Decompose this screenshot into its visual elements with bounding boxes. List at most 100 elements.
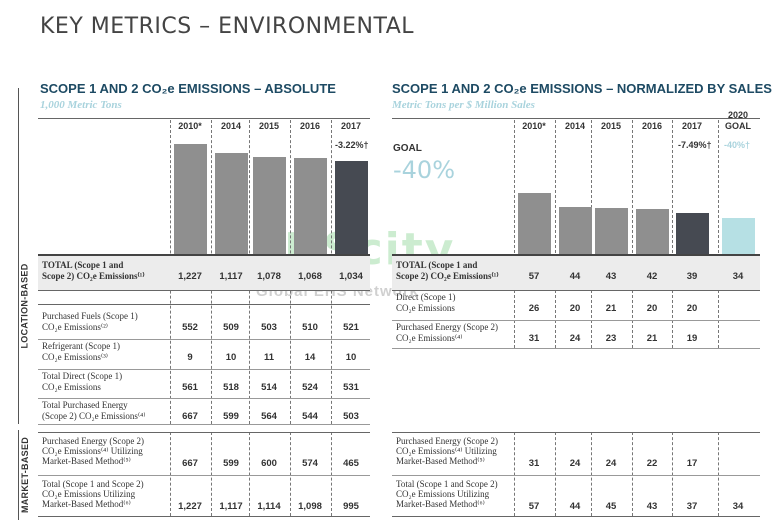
market-row-value-normalized: 43 — [646, 501, 658, 512]
year-label-normalized: 2016 — [641, 121, 663, 131]
row-rule-absolute — [38, 339, 370, 340]
row-label-normalized: CO₂e Emissions — [396, 303, 455, 313]
bar-normalized-2014 — [558, 207, 592, 254]
total-row-shade-normalized — [392, 254, 760, 290]
row-value-normalized: 23 — [605, 333, 617, 344]
row-rule-normalized — [392, 320, 760, 321]
market-row-label-normalized: Purchased Energy (Scope 2) — [396, 436, 499, 446]
market-based-sidebar: MARKET-BASED — [18, 430, 30, 520]
market-row-value-absolute: 1,114 — [257, 501, 281, 512]
column-divider-mb-normalized — [631, 432, 633, 516]
market-row-label-absolute: CO₂e Emissions Utilizing — [42, 489, 136, 499]
market-row-rule-absolute — [38, 475, 370, 476]
row-value-absolute: 503 — [343, 411, 359, 422]
total-value-normalized: 42 — [646, 271, 658, 282]
market-row-value-normalized: 31 — [528, 458, 540, 469]
market-row-label-absolute: Market-Based Method⁽⁵⁾ — [42, 456, 131, 466]
year-label-absolute: 2015 — [258, 121, 280, 131]
column-divider-normalized — [671, 120, 673, 348]
row-label-absolute: Purchased Fuels (Scope 1) — [42, 311, 138, 321]
column-divider-mb-normalized — [513, 432, 515, 516]
row-value-absolute: 544 — [302, 411, 318, 422]
row-value-absolute: 599 — [223, 411, 239, 422]
total-row-label-absolute: TOTAL (Scope 1 and — [42, 260, 124, 270]
market-row-value-normalized: 24 — [569, 458, 581, 469]
total-row-rule-normalized — [392, 290, 760, 291]
market-row-value-normalized: 17 — [686, 458, 698, 469]
market-row-value-absolute: 1,098 — [298, 501, 322, 512]
goal-percent: -40% — [393, 156, 456, 184]
page-title: KEY METRICS – ENVIRONMENTAL — [40, 14, 414, 39]
column-divider-mb-normalized — [671, 432, 673, 516]
market-row-value-normalized: 24 — [605, 458, 617, 469]
location-based-sidebar: LOCATION-BASED — [18, 88, 30, 424]
market-row-value-normalized: 45 — [605, 501, 617, 512]
bar-normalized-2017 — [675, 212, 709, 254]
goal-note-normalized: -40%† — [724, 140, 751, 150]
market-row-label-absolute: Total (Scope 1 and Scope 2) — [42, 479, 144, 489]
change-note-absolute: -3.22%† — [335, 140, 369, 150]
row-rule-absolute — [38, 369, 370, 370]
row-label-absolute: CO₂e Emissions⁽³⁾ — [42, 352, 109, 362]
column-divider-normalized — [631, 120, 633, 348]
row-rule-absolute — [38, 398, 370, 399]
row-value-normalized: 21 — [605, 303, 617, 314]
row-value-absolute: 14 — [304, 352, 316, 363]
column-divider-normalized — [717, 120, 719, 348]
market-row-value-normalized: 57 — [528, 501, 540, 512]
column-divider-mb-absolute — [289, 432, 291, 516]
total-value-absolute: 1,117 — [219, 271, 243, 282]
column-divider-mb-absolute — [330, 432, 332, 516]
row-value-absolute: 561 — [182, 382, 198, 393]
row-value-normalized: 21 — [646, 333, 658, 344]
year-label-normalized: 2014 — [564, 121, 586, 131]
year-label-normalized: GOAL — [725, 121, 751, 131]
market-row-value-absolute: 667 — [182, 458, 198, 469]
total-row-label-absolute: Scope 2) CO₂e Emissions⁽¹⁾ — [42, 271, 145, 281]
column-divider-mb-absolute — [169, 432, 171, 516]
year-label-normalized: 2017 — [681, 121, 703, 131]
total-row-label-normalized: Scope 2) CO₂e Emissions⁽¹⁾ — [396, 271, 499, 281]
market-row-rule-normalized — [392, 516, 760, 517]
year-label-normalized: 2015 — [600, 121, 622, 131]
total-row-rule-absolute — [38, 290, 370, 291]
row-value-absolute: 10 — [225, 352, 237, 363]
column-divider-mb-absolute — [210, 432, 212, 516]
row-value-absolute: 514 — [261, 382, 277, 393]
row-value-absolute: 10 — [345, 352, 357, 363]
market-row-value-absolute: 574 — [302, 458, 318, 469]
year-label-absolute: 2017 — [340, 121, 362, 131]
bar-normalized-2020goal — [721, 217, 755, 254]
market-row-value-absolute: 995 — [343, 501, 359, 512]
market-row-value-absolute: 599 — [223, 458, 239, 469]
total-value-normalized: 34 — [732, 271, 744, 282]
bar-absolute-2017 — [334, 160, 368, 254]
total-value-normalized: 57 — [528, 271, 540, 282]
change-note-normalized: -7.49%† — [678, 140, 712, 150]
row-value-absolute: 564 — [261, 411, 277, 422]
row-value-absolute: 509 — [223, 322, 239, 333]
chart-title-normalized: SCOPE 1 AND 2 CO₂e EMISSIONS – NORMALIZE… — [392, 81, 772, 96]
year-label-absolute: 2014 — [220, 121, 242, 131]
location-based-label: LOCATION-BASED — [20, 263, 30, 349]
market-row-value-normalized: 37 — [686, 501, 698, 512]
market-row-label-absolute: Purchased Energy (Scope 2) — [42, 436, 145, 446]
bar-absolute-2015 — [252, 156, 286, 254]
row-value-absolute: 518 — [223, 382, 239, 393]
row-value-normalized: 24 — [569, 333, 581, 344]
row-value-absolute: 524 — [302, 382, 318, 393]
row-value-absolute: 510 — [302, 322, 318, 333]
bar-normalized-2015 — [594, 208, 628, 254]
row-label-absolute: CO₂e Emissions⁽²⁾ — [42, 322, 109, 332]
market-row-label-normalized: Total (Scope 1 and Scope 2) — [396, 479, 498, 489]
year-label-absolute: 2016 — [299, 121, 321, 131]
total-value-absolute: 1,034 — [339, 271, 363, 282]
row-value-absolute: 667 — [182, 411, 198, 422]
detail-top-rule-absolute — [38, 304, 370, 305]
market-row-rule-absolute — [38, 516, 370, 517]
column-divider-mb-normalized — [554, 432, 556, 516]
total-value-normalized: 44 — [569, 271, 581, 282]
market-row-label-absolute: Market-Based Method⁽⁶⁾ — [42, 499, 131, 509]
goal-label: GOAL — [393, 143, 422, 154]
market-row-label-normalized: CO₂e Emissions Utilizing — [396, 489, 490, 499]
